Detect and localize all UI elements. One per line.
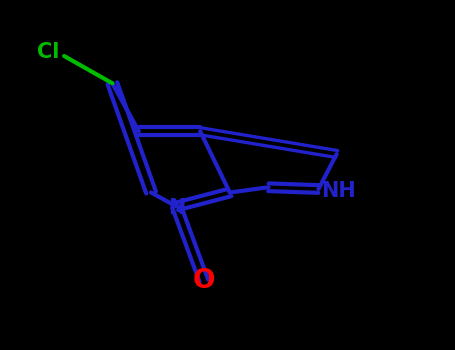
Text: NH: NH bbox=[322, 181, 356, 201]
Text: N: N bbox=[168, 198, 185, 218]
Text: O: O bbox=[192, 268, 215, 294]
Text: Cl: Cl bbox=[37, 42, 60, 63]
